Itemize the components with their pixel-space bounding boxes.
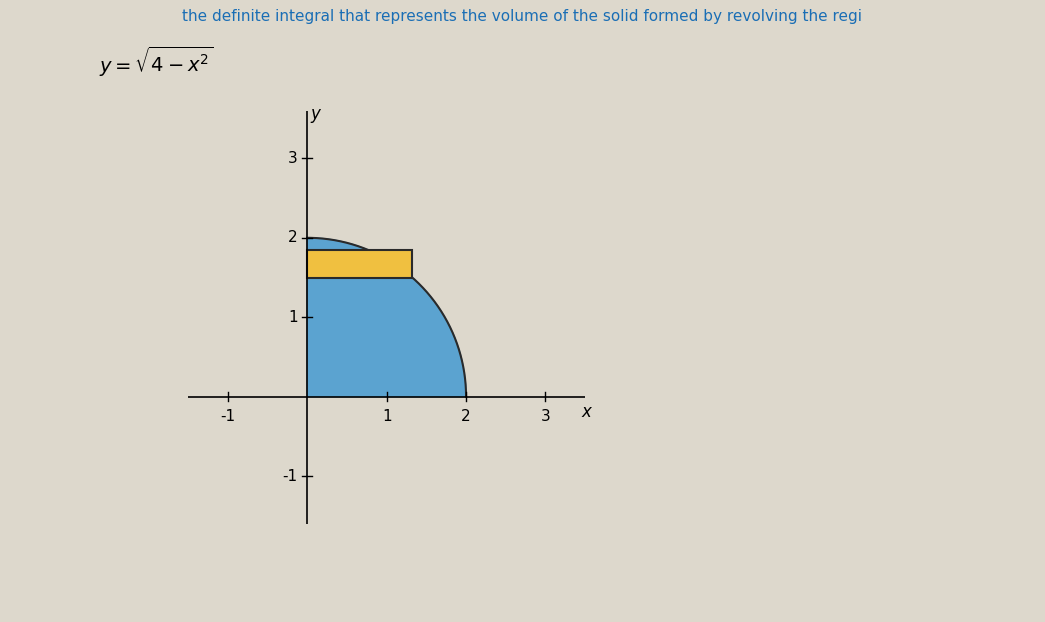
Polygon shape — [307, 238, 466, 397]
Bar — [307, 249, 413, 277]
Text: -1: -1 — [282, 468, 298, 483]
Text: 2: 2 — [288, 230, 298, 245]
Text: $y = \sqrt{4 - x^2}$: $y = \sqrt{4 - x^2}$ — [99, 45, 213, 79]
Text: 3: 3 — [288, 151, 298, 166]
Text: the definite integral that represents the volume of the solid formed by revolvin: the definite integral that represents th… — [183, 9, 862, 24]
Text: 1: 1 — [381, 409, 392, 424]
Text: 3: 3 — [540, 409, 551, 424]
Text: -1: -1 — [220, 409, 235, 424]
Text: y: y — [310, 104, 320, 123]
Text: 2: 2 — [461, 409, 471, 424]
Text: x: x — [581, 403, 591, 421]
Text: 1: 1 — [288, 310, 298, 325]
